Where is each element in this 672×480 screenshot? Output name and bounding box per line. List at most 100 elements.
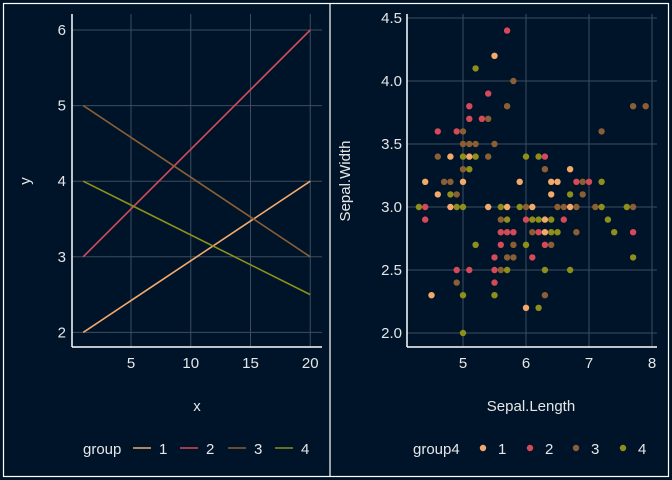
y-tick-label: 4.0 [381, 73, 402, 90]
scatter-point-group3 [510, 241, 517, 248]
scatter-point-group4 [516, 203, 523, 211]
scatter-point-group2 [573, 178, 580, 185]
y-tick-label: 2 [58, 324, 66, 341]
scatter-point-group4 [566, 266, 574, 274]
scatter-point-group1 [566, 203, 574, 211]
scatter-point-group4 [497, 203, 504, 211]
scatter-point-group1 [422, 178, 429, 185]
scatter-chart-y-label: Sepal.Width [337, 141, 354, 222]
scatter-point-group4 [491, 292, 498, 299]
line-chart-legend: group 1 2 3 4 [83, 441, 309, 458]
scatter-point-group1 [529, 203, 536, 211]
line-chart-y-label: y [17, 177, 34, 185]
scatter-point-group1 [466, 153, 473, 160]
scatter-point-group2 [453, 266, 460, 274]
scatter-point-group2 [485, 90, 492, 97]
scatter-point-group2 [497, 229, 504, 236]
legend-label: 4 [301, 441, 309, 458]
scatter-point-group2 [491, 279, 498, 286]
scatter-point-group3 [629, 103, 637, 110]
scatter-point-group3 [510, 77, 517, 85]
scatter-point-group1 [428, 292, 435, 299]
scatter-point-group3 [503, 103, 511, 110]
legend-label: 4 [638, 441, 646, 458]
scatter-point-group3 [497, 216, 504, 223]
scatter-point-group2 [466, 266, 473, 274]
series-line-3 [82, 104, 311, 258]
scatter-point-group2 [503, 27, 511, 34]
scatter-point-group2 [434, 128, 441, 135]
x-tick-label: 5 [127, 355, 135, 372]
y-tick-label: 5 [58, 98, 66, 115]
series-line-2 [82, 29, 311, 258]
scatter-point-group4 [415, 203, 423, 211]
scatter-point-group3 [529, 229, 536, 236]
x-tick-label: 7 [585, 355, 593, 372]
scatter-point-group4 [548, 216, 555, 223]
legend-label: 1 [498, 441, 506, 458]
scatter-point-group1 [459, 178, 467, 185]
scatter-point-group3 [541, 166, 549, 173]
line-chart-x-ticks: 5 10 15 20 [127, 355, 319, 372]
legend-title: group4 [413, 441, 460, 458]
y-tick-label: 3.0 [381, 199, 402, 216]
legend-title: group [83, 441, 121, 458]
series-line-4 [82, 180, 311, 296]
y-tick-label: 3.5 [381, 136, 402, 153]
scatter-point-group2 [541, 153, 549, 160]
scatter-chart-x-label: Sepal.Length [487, 398, 575, 415]
scatter-point-group2 [466, 115, 473, 123]
scatter-point-group2 [453, 128, 460, 135]
scatter-point-group3 [440, 178, 448, 185]
scatter-point-group2 [510, 229, 517, 236]
scatter-point-group3 [560, 203, 567, 211]
scatter-point-group3 [485, 115, 492, 123]
legend-key-1 [479, 444, 487, 452]
scatter-point-group2 [491, 266, 498, 274]
y-tick-label: 6 [58, 22, 66, 39]
scatter-point-group4 [522, 241, 530, 248]
scatter-point-group1 [516, 178, 523, 185]
scatter-point-group1 [554, 178, 561, 185]
scatter-point-group4 [459, 292, 467, 299]
scatter-point-group1 [503, 203, 511, 211]
scatter-point-group4 [503, 216, 511, 223]
scatter-point-group3 [573, 203, 580, 211]
scatter-point-group4 [611, 229, 618, 236]
scatter-point-group3 [434, 153, 441, 160]
scatter-point-group3 [642, 103, 649, 110]
scatter-point-group4 [535, 153, 542, 160]
scatter-point-group2 [478, 115, 486, 123]
scatter-point-group1 [548, 191, 555, 198]
series-line-1 [82, 180, 311, 334]
scatter-chart-y-ticks: 2.0 2.5 3.0 3.5 4.0 4.5 [381, 10, 402, 342]
scatter-point-group4 [472, 153, 479, 160]
scatter-chart-legend: group4 1 2 3 4 [413, 441, 646, 458]
line-chart-y-ticks: 2 3 4 5 6 [58, 22, 66, 341]
scatter-point-group2 [422, 216, 429, 223]
x-tick-label: 5 [459, 355, 467, 372]
scatter-point-group3 [554, 203, 561, 211]
scatter-point-group4 [459, 329, 467, 337]
scatter-point-group3 [579, 191, 586, 198]
scatter-point-group2 [535, 229, 542, 236]
line-chart-x-label: x [193, 398, 201, 415]
scatter-point-group4 [466, 166, 473, 173]
y-tick-label: 4 [58, 173, 66, 190]
scatter-point-group3 [485, 153, 492, 160]
legend-label: 1 [159, 441, 167, 458]
scatter-point-group3 [592, 203, 599, 211]
line-chart-series [82, 29, 311, 334]
scatter-point-group2 [585, 178, 593, 185]
scatter-point-group3 [598, 128, 605, 135]
scatter-point-group2 [560, 216, 567, 223]
legend-key-2 [526, 444, 534, 452]
scatter-point-group3 [497, 266, 504, 274]
scatter-point-group3 [459, 166, 467, 173]
scatter-point-group1 [566, 166, 574, 173]
scatter-point-group1 [491, 52, 498, 59]
scatter-point-group4 [522, 153, 530, 160]
y-tick-label: 4.5 [381, 10, 402, 27]
scatter-chart-x-ticks: 5 6 7 8 [459, 355, 656, 372]
